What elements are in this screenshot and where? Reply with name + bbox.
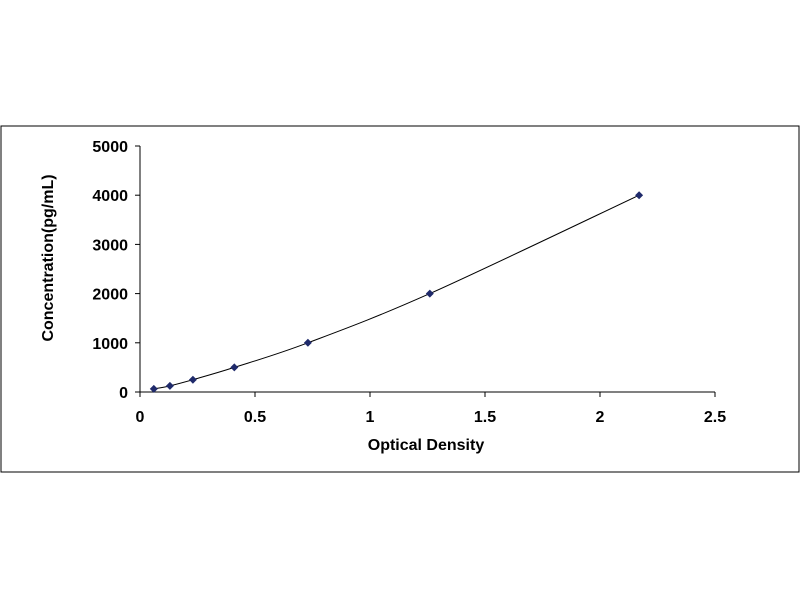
data-point	[188, 375, 197, 384]
y-tick-label: 4000	[92, 188, 128, 205]
x-tick-label: 1.5	[474, 409, 496, 426]
data-point	[230, 363, 239, 372]
y-tick-label: 2000	[92, 287, 128, 304]
axes	[139, 146, 715, 393]
data-point	[425, 289, 434, 298]
data-point	[635, 191, 644, 200]
y-tick-label: 3000	[92, 237, 128, 254]
x-tick-label: 2.5	[704, 409, 726, 426]
ticks: 0 0.5 1 1.5 2 2.5 0 1000 2000 3000 4000 5000	[92, 139, 726, 426]
data-point	[165, 381, 174, 390]
x-axis-title: Optical Density	[368, 437, 485, 454]
y-tick-label: 1000	[92, 336, 128, 353]
x-tick-label: 0.5	[244, 409, 266, 426]
data-points	[149, 191, 644, 393]
chart-border	[0, 125, 800, 473]
x-tick-label: 0	[136, 409, 145, 426]
y-axis-title: Concentration(pg/mL)	[40, 174, 57, 341]
data-point	[149, 384, 158, 393]
y-tick-label: 0	[119, 385, 128, 402]
y-tick-label: 5000	[92, 139, 128, 156]
data-point	[303, 338, 312, 347]
x-tick-label: 1	[366, 409, 375, 426]
x-tick-label: 2	[596, 409, 605, 426]
